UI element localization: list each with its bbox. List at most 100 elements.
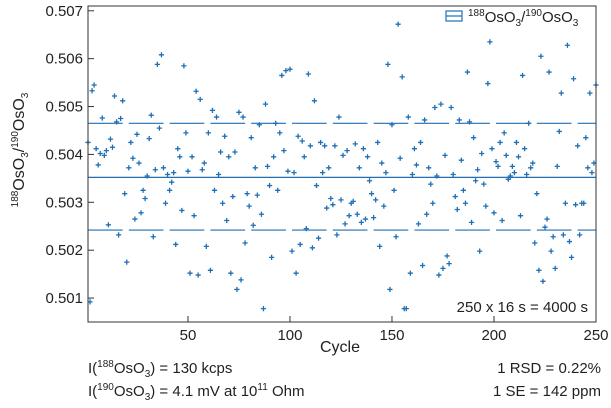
data-point <box>122 191 128 197</box>
data-point <box>350 198 356 204</box>
data-point <box>511 170 517 176</box>
duration-annotation: 250 x 16 s = 4000 s <box>457 299 588 316</box>
data-point <box>499 217 505 224</box>
data-point <box>546 69 552 75</box>
data-point <box>105 222 112 228</box>
data-point <box>209 107 216 113</box>
x-tick-label: 200 <box>481 327 506 344</box>
data-point <box>109 144 116 150</box>
data-point <box>413 162 420 168</box>
data-point <box>238 277 244 283</box>
data-point <box>299 138 305 144</box>
legend-label: 188OsO3/190OsO3 <box>468 8 579 29</box>
data-point <box>295 133 301 139</box>
data-point <box>585 165 591 171</box>
data-point <box>358 219 364 226</box>
data-point <box>205 130 211 136</box>
data-point <box>181 63 187 69</box>
data-point <box>332 143 338 149</box>
data-point <box>234 286 240 293</box>
data-point <box>326 165 332 171</box>
data-point <box>403 305 409 312</box>
data-point <box>138 210 144 216</box>
x-tick-labels: 50 100 150 200 250 <box>180 327 609 344</box>
data-point <box>232 149 238 155</box>
data-point <box>183 130 189 136</box>
data-point <box>440 265 446 271</box>
data-point <box>262 101 269 107</box>
data-point <box>97 150 103 157</box>
data-point <box>568 254 575 260</box>
data-point <box>556 128 562 135</box>
data-point <box>364 154 371 160</box>
data-point <box>236 109 242 115</box>
data-point <box>411 146 418 152</box>
data-point <box>197 96 203 102</box>
data-point <box>552 265 558 271</box>
data-point <box>293 270 299 276</box>
data-point <box>215 171 222 178</box>
data-point <box>360 146 367 152</box>
data-point <box>446 260 452 267</box>
data-point <box>264 163 271 169</box>
data-point <box>218 149 224 155</box>
data-point <box>477 248 483 254</box>
data-point <box>301 154 307 160</box>
data-point <box>193 88 199 94</box>
footer-intensity-188: I(188OsO3) = 130 kcps <box>88 359 233 380</box>
data-point <box>162 200 169 206</box>
data-point <box>315 235 322 241</box>
data-point <box>468 219 475 226</box>
data-point <box>536 267 542 273</box>
data-point <box>285 168 291 174</box>
data-point <box>320 170 326 176</box>
data-point <box>534 191 540 197</box>
data-point <box>434 173 440 179</box>
data-point <box>152 167 158 173</box>
data-point <box>462 200 469 206</box>
data-point <box>103 147 109 154</box>
data-point <box>509 163 515 169</box>
data-point <box>572 202 579 208</box>
data-point <box>118 115 124 122</box>
data-point <box>199 167 205 173</box>
data-point <box>226 154 232 160</box>
data-point <box>544 216 550 222</box>
data-point <box>577 232 583 238</box>
data-point <box>271 154 277 160</box>
data-point <box>148 112 154 118</box>
data-point <box>256 122 262 128</box>
data-point <box>483 203 489 209</box>
data-point <box>207 267 214 273</box>
plot-frame <box>87 5 597 323</box>
data-point <box>124 259 130 265</box>
data-point <box>454 206 460 213</box>
data-point <box>346 213 352 219</box>
data-point <box>558 90 564 96</box>
data-point <box>442 152 448 158</box>
data-point <box>289 248 295 254</box>
reference-lines <box>88 122 596 231</box>
data-point <box>281 147 287 154</box>
data-point <box>415 221 422 227</box>
data-point <box>383 170 389 176</box>
data-point <box>307 143 313 149</box>
data-point <box>532 240 538 246</box>
data-point <box>220 200 226 206</box>
data-point <box>340 152 346 158</box>
x-tick-label: 150 <box>379 327 404 344</box>
data-point <box>379 160 385 166</box>
data-point <box>224 217 230 224</box>
data-point <box>464 69 471 75</box>
data-point <box>287 66 293 72</box>
data-point <box>126 165 132 171</box>
data-point <box>354 211 360 217</box>
data-point <box>485 80 491 87</box>
data-point <box>452 193 458 200</box>
data-point <box>381 203 387 209</box>
data-point <box>417 139 424 146</box>
data-point <box>203 243 209 249</box>
data-point <box>173 241 179 248</box>
data-point <box>144 173 150 179</box>
data-point <box>328 195 334 202</box>
